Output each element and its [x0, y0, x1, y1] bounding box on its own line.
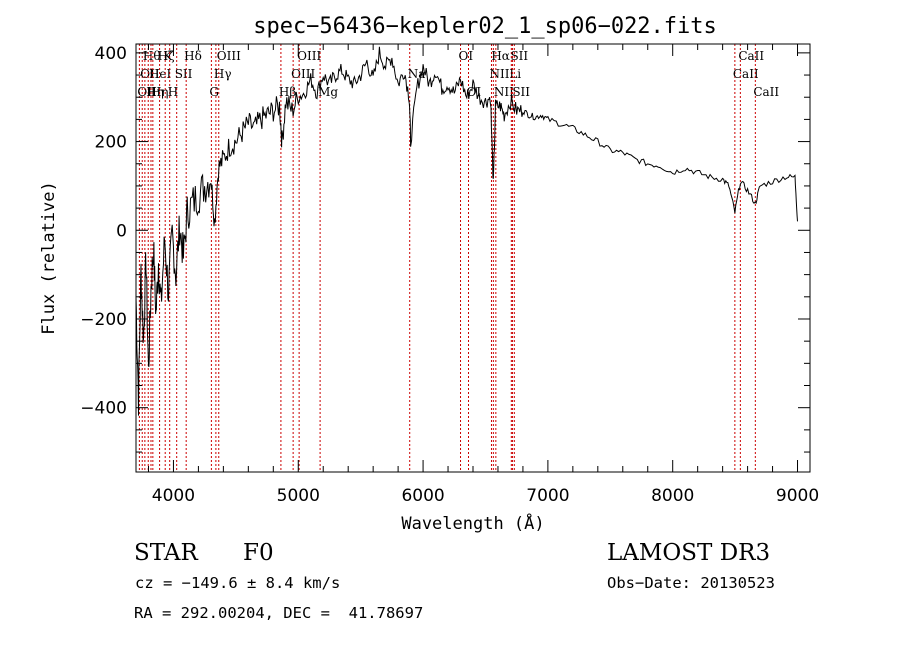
survey-label: LAMOST DR3	[607, 540, 771, 566]
line-marker-label: OIII	[297, 49, 321, 63]
line-marker-label: Li	[509, 67, 521, 81]
y-tick-label: 0	[116, 221, 127, 241]
line-marker-label: K	[163, 49, 173, 63]
y-tick-label: 200	[95, 133, 127, 153]
line-marker-label: CaII	[733, 67, 759, 81]
line-marker-label: OIII	[217, 49, 241, 63]
object-class: STAR	[134, 540, 198, 566]
line-marker-label: SII	[510, 49, 528, 63]
line-marker-label: OI	[459, 49, 474, 63]
line-marker-label: Hζ	[158, 49, 175, 63]
line-marker-label: OIII	[291, 67, 315, 81]
line-marker-label: Hβ	[279, 85, 296, 99]
line-marker-label: Hα	[491, 49, 510, 63]
plot-frame	[135, 43, 811, 473]
y-axis-label: Flux (relative)	[39, 181, 59, 335]
x-axis-label: Wavelength (Å)	[401, 512, 544, 534]
line-marker-label: G	[209, 85, 219, 99]
line-marker-label: Hγ	[214, 67, 232, 81]
line-marker-label: OI	[467, 85, 482, 99]
x-tick-label: 6000	[401, 486, 444, 506]
line-marker-label: SII	[175, 67, 193, 81]
y-tick-label: 400	[95, 44, 127, 64]
spectrum-line	[135, 46, 798, 416]
line-marker-label: Na	[408, 67, 426, 81]
line-marker-label: CaII	[738, 49, 764, 63]
line-marker-label: NII	[489, 67, 509, 81]
chart-title: spec−56436−kepler02_1_sp06−022.fits	[253, 14, 717, 39]
line-marker-label: NII	[494, 85, 514, 99]
x-tick-label: 5000	[277, 486, 320, 506]
y-tick-label: −400	[80, 399, 127, 419]
x-tick-label: 7000	[526, 486, 569, 506]
line-marker-label: SII	[512, 85, 530, 99]
line-marker-label: HeI	[149, 67, 172, 81]
object-subclass: F0	[243, 540, 274, 566]
x-tick-label: 4000	[152, 486, 195, 506]
line-marker-label: H	[168, 85, 178, 99]
redshift-text: cz = −149.6 ± 8.4 km/s	[135, 574, 341, 592]
y-tick-label: −200	[80, 310, 127, 330]
line-marker-label: Mg	[318, 85, 338, 99]
line-marker-label: CaII	[753, 85, 779, 99]
obs-date-text: Obs−Date: 20130523	[607, 574, 775, 592]
coordinates-text: RA = 292.00204, DEC = 41.78697	[134, 604, 424, 622]
x-tick-label: 9000	[776, 486, 819, 506]
line-marker-label: Hδ	[184, 49, 202, 63]
x-tick-label: 8000	[651, 486, 694, 506]
